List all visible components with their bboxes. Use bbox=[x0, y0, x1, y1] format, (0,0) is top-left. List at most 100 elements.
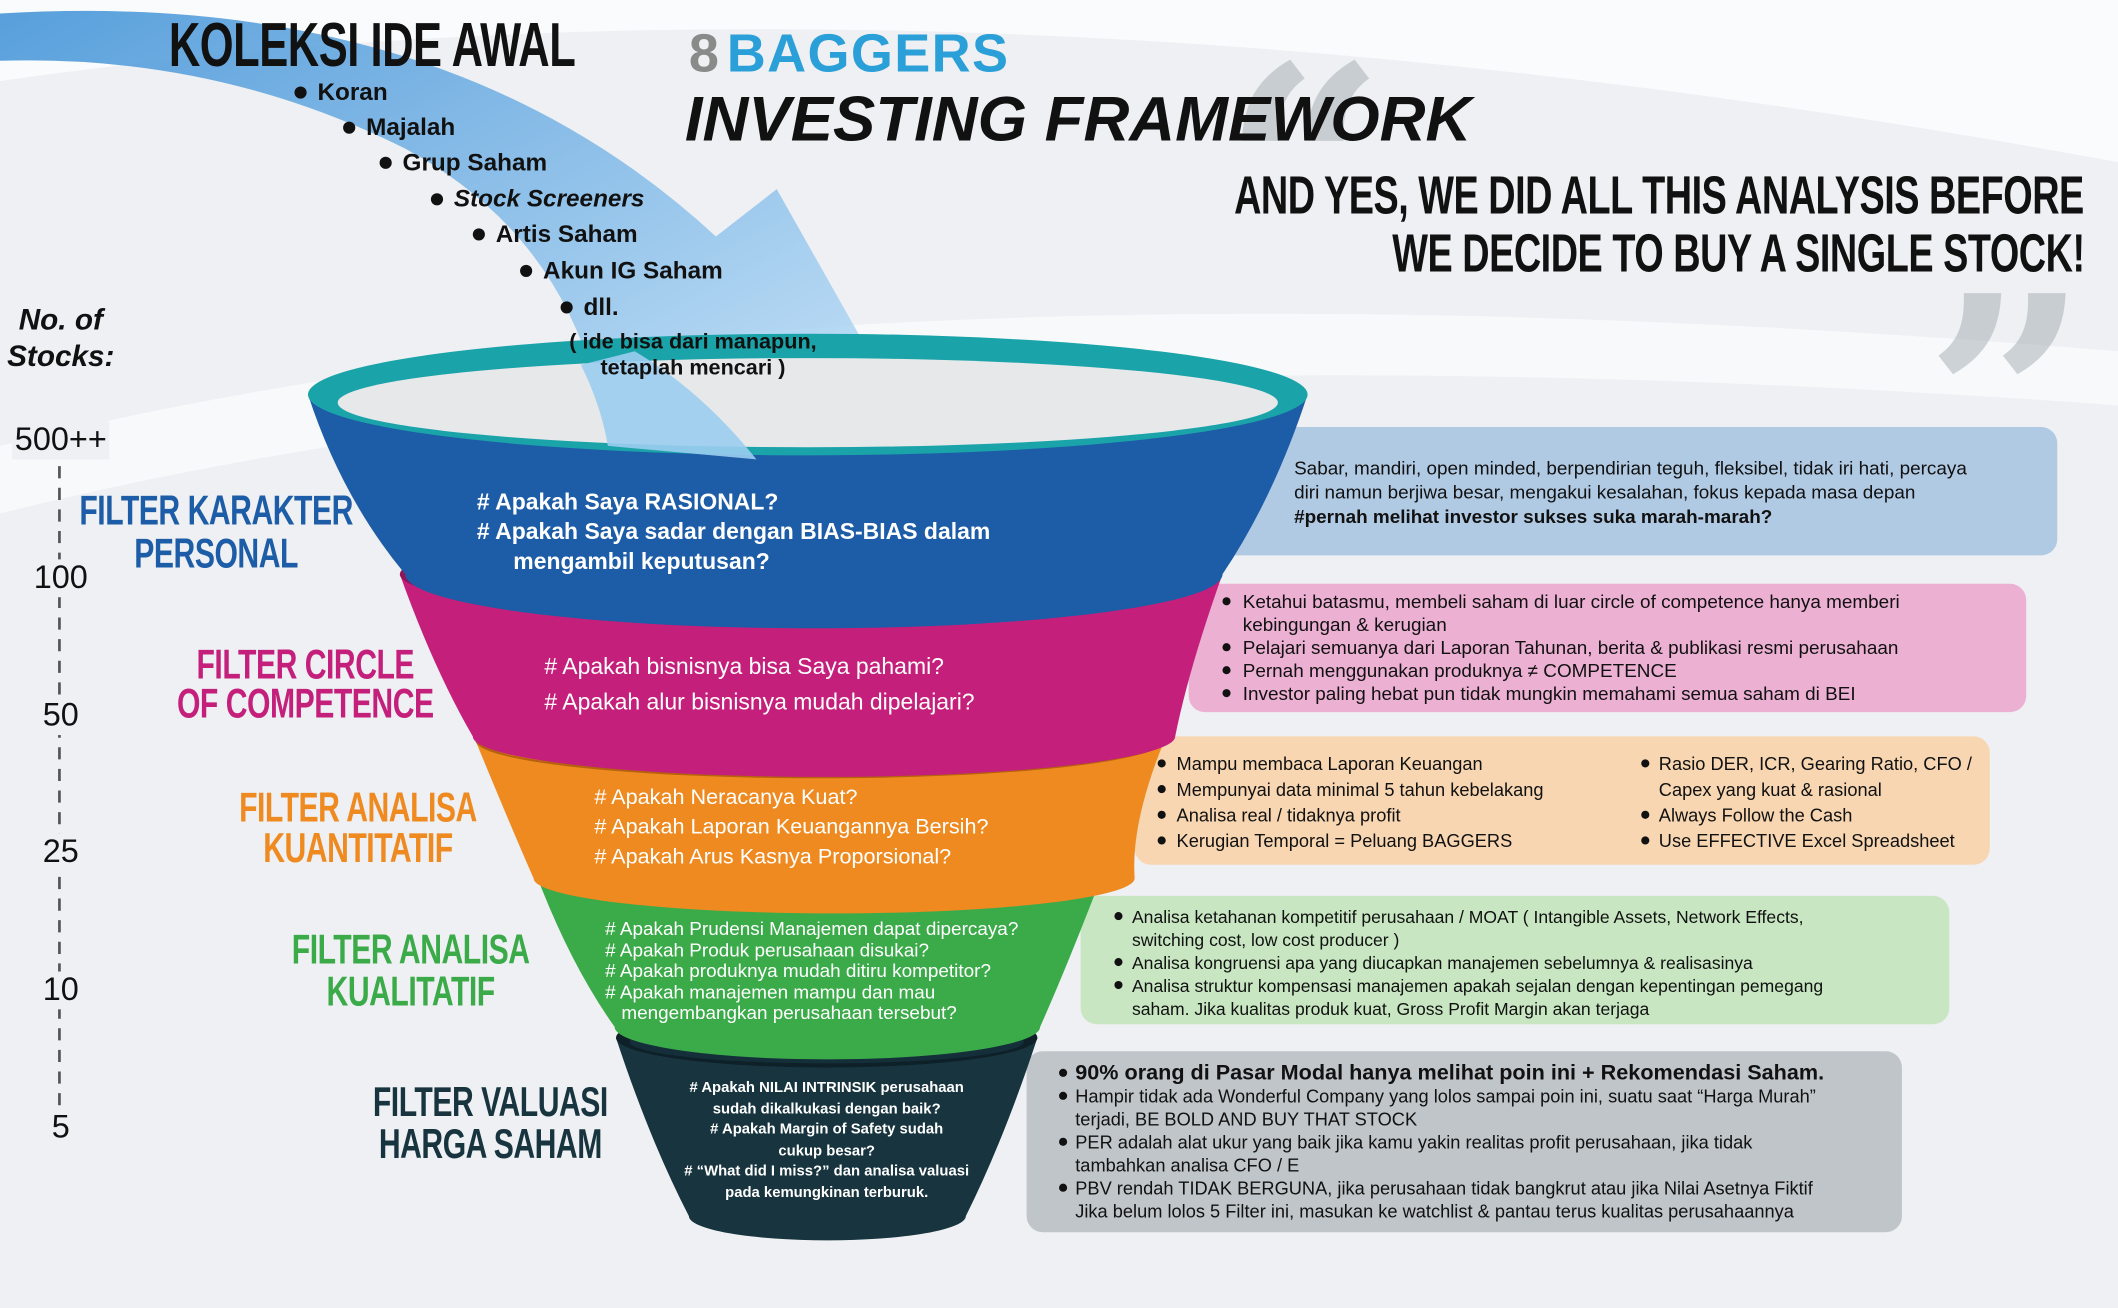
note-line: switching cost, low cost producer ) bbox=[1131, 928, 1400, 950]
brand-name: BAGGERS bbox=[726, 24, 1010, 84]
funnel-layer bbox=[307, 394, 1308, 629]
axis-tick: 100 bbox=[31, 559, 91, 597]
note-box bbox=[1188, 426, 2058, 556]
question: # Apakah alur bisnisnya mudah dipelajari… bbox=[544, 689, 975, 715]
question: # Apakah Saya sadar dengan BIAS-BIAS dal… bbox=[476, 518, 991, 545]
note-line: Pernah menggunakan produknya ≠ COMPETENC… bbox=[1242, 658, 1677, 681]
funnel-layer bbox=[615, 1037, 1038, 1241]
bullet bbox=[1157, 836, 1166, 845]
bullet bbox=[293, 85, 306, 98]
bullet bbox=[1222, 643, 1231, 652]
note-line: diri namun berjiwa besar, mengakui kesal… bbox=[1294, 481, 1916, 503]
note-line: Kerugian Temporal = Peluang BAGGERS bbox=[1176, 830, 1513, 851]
axis-label: Stocks: bbox=[7, 339, 115, 373]
note-line: Mempunyai data minimal 5 tahun kebelakan… bbox=[1176, 778, 1544, 800]
idea-item: Grup Saham bbox=[402, 148, 548, 176]
bullet bbox=[1222, 666, 1231, 675]
title: INVESTING FRAMEWORK bbox=[684, 82, 1472, 155]
note-line: Rasio DER, ICR, Gearing Ratio, CFO / bbox=[1658, 753, 1972, 774]
idea-item: Koran bbox=[317, 78, 388, 106]
bullet bbox=[519, 264, 532, 277]
filter-name: FILTER ANALISA bbox=[239, 783, 477, 831]
note-line: Always Follow the Cash bbox=[1658, 804, 1853, 825]
note-line: PBV rendah TIDAK BERGUNA, jika perusahaa… bbox=[1075, 1177, 1813, 1198]
question: # “What did I miss?” dan analisa valuasi bbox=[684, 1163, 970, 1180]
question: # Apakah Saya RASIONAL? bbox=[476, 489, 779, 515]
filter-name: FILTER VALUASI bbox=[372, 1078, 608, 1126]
bullet bbox=[430, 192, 443, 205]
question: # Apakah bisnisnya bisa Saya pahami? bbox=[544, 653, 944, 680]
note-box bbox=[1026, 1051, 1902, 1233]
filter-name: FILTER KARAKTER bbox=[79, 486, 353, 534]
filter-name: FILTER ANALISA bbox=[291, 925, 530, 973]
question: mengembangkan perusahaan tersebut? bbox=[621, 1001, 957, 1024]
bullet bbox=[1157, 785, 1166, 794]
axis-label: No. of bbox=[18, 302, 103, 337]
question: # Apakah produknya mudah ditiru kompetit… bbox=[605, 959, 991, 982]
question: cukup besar? bbox=[778, 1142, 876, 1159]
bullet bbox=[1222, 689, 1231, 698]
axis-tick: 10 bbox=[40, 971, 82, 1010]
funnel-layer bbox=[399, 574, 1223, 777]
note-box bbox=[1134, 736, 1990, 865]
filter-name: FILTER CIRCLE bbox=[196, 640, 415, 688]
question: pada kemungkinan terburuk. bbox=[725, 1184, 929, 1201]
filter-name: KUANTITATIF bbox=[263, 824, 453, 872]
note-line: Analisa struktur kompensasi manajemen ap… bbox=[1131, 974, 1824, 996]
bullet bbox=[1059, 1068, 1068, 1077]
filter-name: HARGA SAHAM bbox=[378, 1120, 602, 1168]
bullet bbox=[1157, 759, 1166, 768]
axis-tick: 5 bbox=[49, 1109, 73, 1148]
axis-tick: 500++ bbox=[12, 421, 110, 460]
bullet bbox=[1157, 810, 1166, 819]
ideas-title: KOLEKSI IDE AWAL bbox=[168, 9, 576, 80]
funnel-layer bbox=[475, 740, 1165, 914]
question: mengambil keputusan? bbox=[513, 548, 770, 575]
bullet bbox=[342, 120, 355, 134]
axis-tick: 25 bbox=[40, 834, 82, 873]
note-line: Pelajari semuanya dari Laporan Tahunan, … bbox=[1242, 635, 1899, 658]
note-box bbox=[1080, 895, 1950, 1025]
note-line: terjadi, BE BOLD AND BUY THAT STOCK bbox=[1075, 1108, 1418, 1129]
funnel-opening bbox=[337, 358, 1278, 448]
bullet bbox=[378, 156, 392, 169]
idea-arrow-tail bbox=[580, 351, 757, 460]
quote-line: AND YES, WE DID ALL THIS ANALYSIS BEFORE bbox=[1234, 166, 2085, 226]
idea-note: ( ide bisa dari manapun, bbox=[569, 331, 817, 355]
axis-tick: 50 bbox=[40, 696, 82, 735]
bullet bbox=[1114, 980, 1123, 990]
question: sudah dikalkukasi dengan baik? bbox=[712, 1100, 941, 1118]
note-line: Capex yang kuat & rasional bbox=[1658, 778, 1882, 800]
note-line: #pernah melihat investor sukses suka mar… bbox=[1294, 505, 1773, 527]
note-line: Investor paling hebat pun tidak mungkin … bbox=[1242, 681, 1856, 704]
question: # Apakah manajemen mampu dan mau bbox=[605, 980, 936, 1003]
note-line: Use EFFECTIVE Excel Spreadsheet bbox=[1658, 830, 1955, 851]
filter-name: PERSONAL bbox=[134, 529, 298, 577]
question: # Apakah NILAI INTRINSIK perusahaan bbox=[689, 1079, 964, 1097]
wave bbox=[0, 0, 2118, 163]
quote-mark: “ bbox=[1222, 4, 1385, 337]
funnel-layer bbox=[537, 878, 1101, 1060]
funnel bbox=[307, 333, 2058, 1241]
note-line: kebingungan & kerugian bbox=[1242, 612, 1447, 635]
bullet bbox=[1059, 1183, 1068, 1192]
question: # Apakah Margin of Safety sudah bbox=[710, 1121, 944, 1139]
idea-item: dll. bbox=[583, 293, 619, 321]
idea-item: Artis Saham bbox=[495, 220, 638, 248]
brand-number: 8 bbox=[688, 24, 719, 84]
note-box bbox=[1188, 583, 2027, 713]
note-line: Analisa ketahanan kompetitif perusahaan … bbox=[1131, 905, 1804, 927]
quote-line: WE DECIDE TO BUY A SINGLE STOCK! bbox=[1391, 224, 2085, 284]
bullet bbox=[1059, 1137, 1068, 1146]
note-line: Analisa real / tidaknya profit bbox=[1176, 804, 1401, 825]
note-line: saham. Jika kualitas produk kuat, Gross … bbox=[1131, 997, 1650, 1019]
bullet bbox=[1114, 958, 1123, 967]
note-line: Sabar, mandiri, open minded, berpendiria… bbox=[1294, 456, 1967, 479]
question: # Apakah Laporan Keuangannya Bersih? bbox=[594, 816, 989, 840]
note-line: Mampu membaca Laporan Keuangan bbox=[1176, 753, 1483, 774]
idea-item: Akun IG Saham bbox=[543, 256, 723, 284]
note-line: Ketahui batasmu, membeli saham di luar c… bbox=[1242, 589, 1900, 612]
